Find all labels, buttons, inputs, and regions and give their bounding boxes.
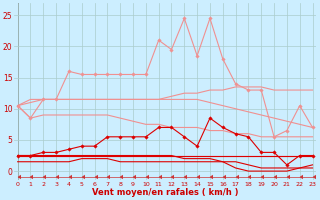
X-axis label: Vent moyen/en rafales ( km/h ): Vent moyen/en rafales ( km/h ) xyxy=(92,188,238,197)
